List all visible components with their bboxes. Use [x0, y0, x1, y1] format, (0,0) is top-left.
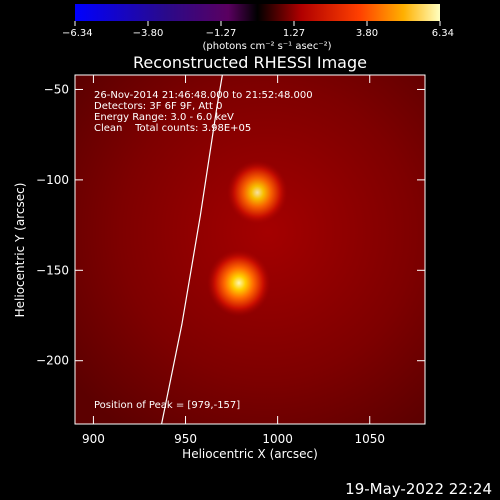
colorbar-tick-label: 6.34: [432, 28, 454, 39]
colorbar-tick-label: −3.80: [133, 28, 164, 39]
annotation-detectors: Detectors: 3F 6F 9F, Att 0: [94, 101, 222, 112]
peak-position-label: Position of Peak = [979,-157]: [94, 400, 240, 411]
source-blob: [226, 160, 288, 225]
solar-limb-curve: [160, 75, 223, 424]
colorbar-tick-label: 1.27: [283, 28, 305, 39]
colorbar-unit-label: (photons cm⁻² s⁻¹ asec⁻²): [202, 41, 331, 52]
source-blob: [206, 249, 271, 317]
y-axis-ticks: −50 −100 −150 −200: [36, 82, 425, 368]
annotation-time-range: 26-Nov-2014 21:46:48.000 to 21:52:48.000: [94, 90, 313, 101]
annotation-clean-counts: Clean Total counts: 3.98E+05: [94, 123, 251, 134]
footer-timestamp: 19-May-2022 22:24: [345, 480, 492, 498]
x-axis-ticks: 900 950 1000 1050: [82, 75, 385, 446]
sources-layer: [206, 160, 288, 317]
colorbar-tick-label: −1.27: [206, 28, 237, 39]
annotation-energy-range: Energy Range: 3.0 - 6.0 keV: [94, 112, 234, 123]
image-background: [75, 75, 425, 424]
y-tick-label: −150: [36, 263, 69, 277]
x-tick-label: 1000: [262, 432, 293, 446]
y-axis-label: Heliocentric Y (arcsec): [13, 183, 27, 318]
colorbar-tick-label: −6.34: [62, 28, 93, 39]
colorbar-ticks: −6.34 −3.80 −1.27 1.27 3.80 6.34: [62, 21, 454, 39]
chart-title: Reconstructed RHESSI Image: [133, 53, 367, 72]
x-tick-label: 950: [174, 432, 197, 446]
plot-frame: [74, 74, 426, 425]
y-tick-label: −200: [36, 354, 69, 368]
x-tick-label: 900: [82, 432, 105, 446]
x-tick-label: 1050: [354, 432, 385, 446]
x-axis-label: Heliocentric X (arcsec): [182, 447, 318, 461]
y-tick-label: −50: [44, 82, 69, 96]
y-tick-label: −100: [36, 173, 69, 187]
colorbar: [75, 4, 440, 21]
colorbar-tick-label: 3.80: [356, 28, 378, 39]
